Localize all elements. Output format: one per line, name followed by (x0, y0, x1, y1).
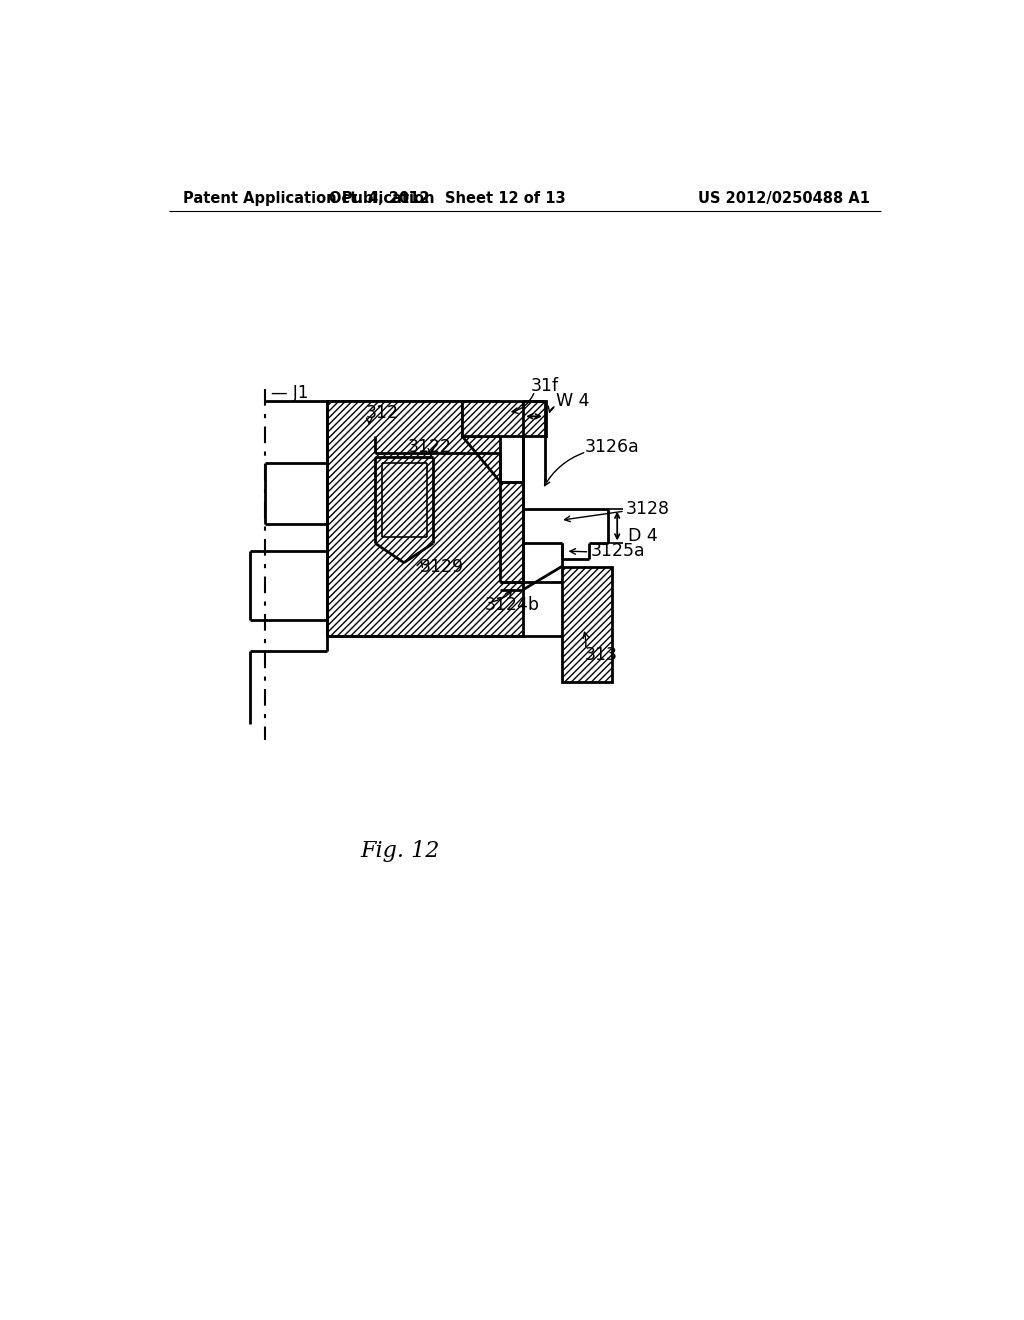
Text: 31f: 31f (531, 376, 559, 395)
Polygon shape (327, 401, 523, 636)
Text: 313: 313 (585, 645, 617, 664)
Text: 3124b: 3124b (484, 597, 540, 614)
Text: Patent Application Publication: Patent Application Publication (183, 191, 434, 206)
Text: 3126a: 3126a (585, 438, 640, 457)
Text: 3128: 3128 (626, 500, 670, 517)
Text: Oct. 4, 2012   Sheet 12 of 13: Oct. 4, 2012 Sheet 12 of 13 (330, 191, 566, 206)
Text: Fig. 12: Fig. 12 (360, 841, 439, 862)
Polygon shape (562, 566, 611, 682)
Text: 312: 312 (366, 404, 398, 421)
Text: 3122: 3122 (408, 438, 452, 457)
Polygon shape (462, 401, 547, 436)
Text: 3125a: 3125a (590, 543, 645, 560)
Text: — J1: — J1 (271, 384, 309, 403)
Text: 3129: 3129 (419, 557, 464, 576)
Text: US 2012/0250488 A1: US 2012/0250488 A1 (697, 191, 869, 206)
Text: D 4: D 4 (628, 527, 657, 545)
Text: W 4: W 4 (556, 392, 590, 411)
